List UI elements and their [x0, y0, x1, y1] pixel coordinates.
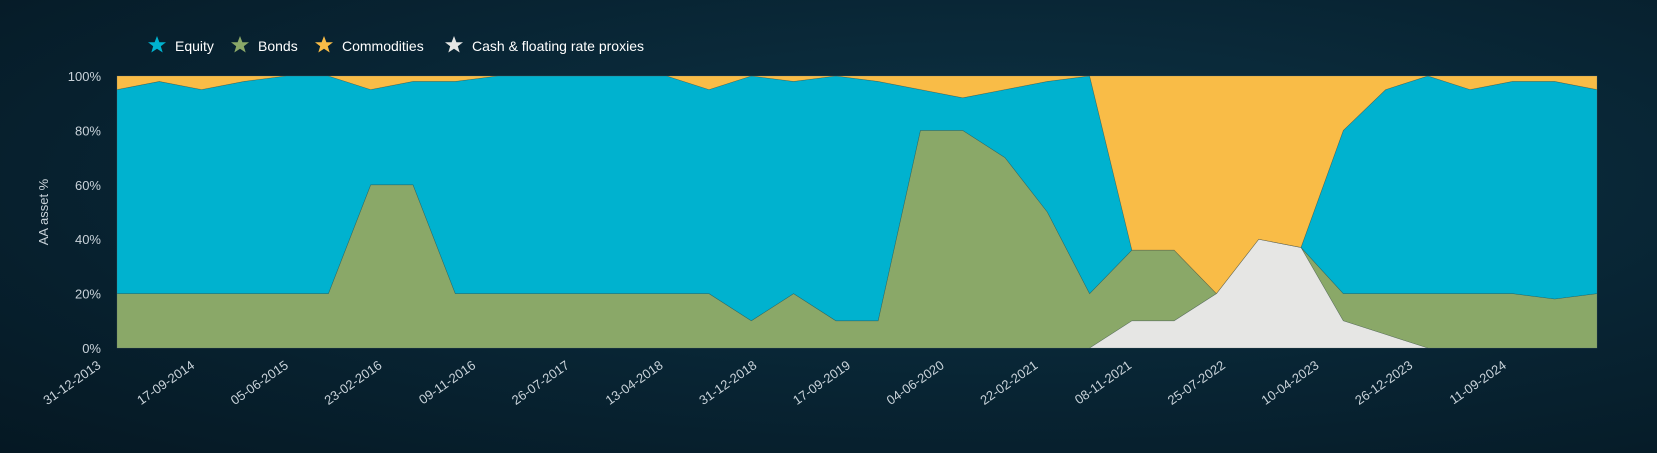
legend-commodities-label: Commodities — [342, 38, 424, 54]
x-axis-ticks: 31-12-2013 17-09-2014 05-06-2015 23-02-2016… — [40, 357, 1509, 407]
legend-commodities-star-icon — [315, 36, 333, 53]
x-tick-label: 25-07-2022 — [1165, 357, 1228, 407]
y-tick-label: 40% — [75, 232, 101, 247]
x-tick-label: 23-02-2016 — [321, 357, 384, 407]
x-tick-label: 31-12-2018 — [696, 357, 759, 407]
x-tick-label: 31-12-2013 — [40, 357, 103, 407]
x-tick-label: 11-09-2024 — [1447, 357, 1509, 407]
y-tick-label: 0% — [82, 341, 101, 356]
legend-equity-label: Equity — [175, 38, 214, 54]
y-tick-label: 100% — [68, 69, 102, 84]
y-axis-ticks: 0% 20% 40% 60% 80% 100% — [68, 69, 102, 356]
legend-bonds-label: Bonds — [258, 38, 298, 54]
y-tick-label: 20% — [75, 287, 101, 302]
legend-bonds-star-icon — [231, 36, 249, 53]
x-tick-label: 05-06-2015 — [228, 357, 291, 407]
plot-area — [116, 75, 1598, 349]
y-axis-title: AA asset % — [36, 178, 51, 245]
y-tick-label: 60% — [75, 178, 101, 193]
x-tick-label: 13-04-2018 — [603, 357, 666, 407]
x-tick-label: 10-04-2023 — [1258, 357, 1321, 407]
plot-frame — [116, 75, 1598, 349]
x-tick-label: 08-11-2021 — [1072, 357, 1134, 407]
area-series-equity — [116, 75, 1598, 322]
area-series-commodities — [116, 75, 1598, 295]
legend-cash-label: Cash & floating rate proxies — [472, 38, 644, 54]
y-tick-label: 80% — [75, 123, 101, 138]
legend-item-cash[interactable]: Cash & floating rate proxies — [445, 36, 644, 54]
x-tick-label: 17-09-2014 — [134, 357, 197, 407]
legend-item-bonds[interactable]: Bonds — [231, 36, 298, 54]
x-tick-label: 26-12-2023 — [1352, 357, 1415, 407]
legend[interactable]: Equity Bonds Commodities Cash & floating… — [148, 36, 644, 54]
x-tick-label: 09-11-2016 — [416, 357, 478, 407]
x-tick-label: 04-06-2020 — [884, 357, 947, 407]
x-tick-label: 22-02-2021 — [977, 357, 1040, 407]
x-tick-label: 26-07-2017 — [509, 357, 572, 407]
legend-item-equity[interactable]: Equity — [148, 36, 214, 54]
x-tick-label: 17-09-2019 — [790, 357, 853, 407]
legend-equity-star-icon — [148, 36, 166, 53]
legend-cash-star-icon — [445, 36, 463, 53]
legend-item-commodities[interactable]: Commodities — [315, 36, 424, 54]
